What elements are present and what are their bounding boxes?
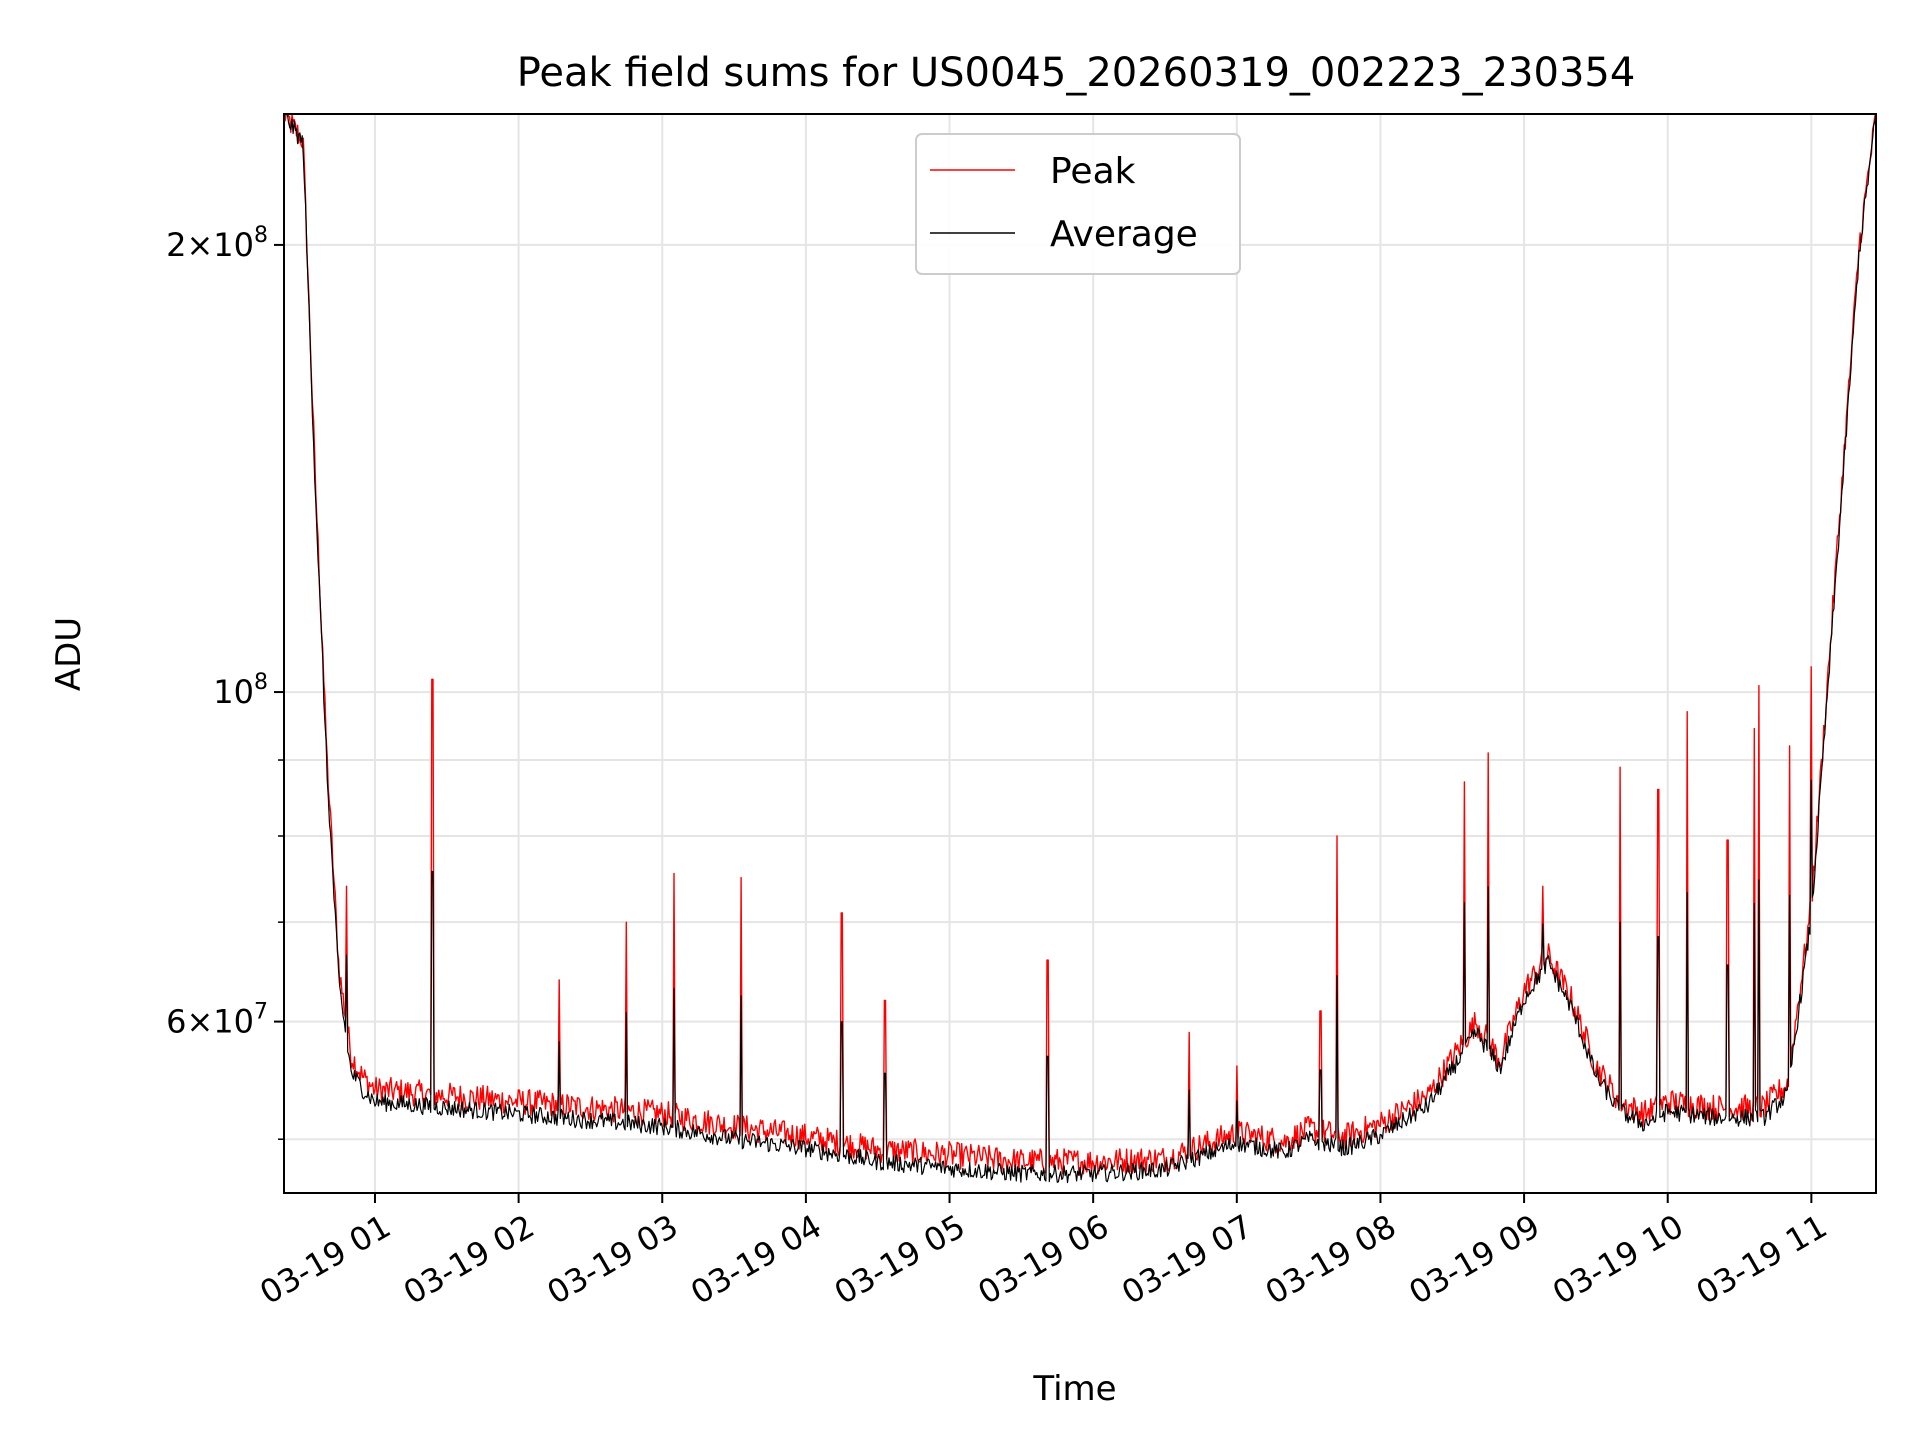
axes-frame	[283, 113, 1877, 1194]
y-tick-label: 108	[213, 670, 268, 711]
x-axis-label: Time	[1032, 1369, 1116, 1409]
grid	[284, 114, 1876, 1193]
chart-title: Peak field sums for US0045_20260319_0022…	[517, 50, 1636, 96]
legend: Peak Average	[915, 133, 1241, 275]
y-axis-label: ADU	[49, 617, 89, 691]
y-tick-label: 6×107	[166, 1000, 268, 1041]
plot-area	[283, 113, 1877, 1184]
series-line-average	[283, 113, 1877, 1184]
y-tick-label: 2×108	[166, 223, 268, 264]
legend-label-peak: Peak	[1050, 151, 1136, 192]
legend-label-average: Average	[1050, 214, 1198, 255]
legend-frame	[915, 133, 1241, 275]
series-line-peak	[283, 113, 1877, 1176]
